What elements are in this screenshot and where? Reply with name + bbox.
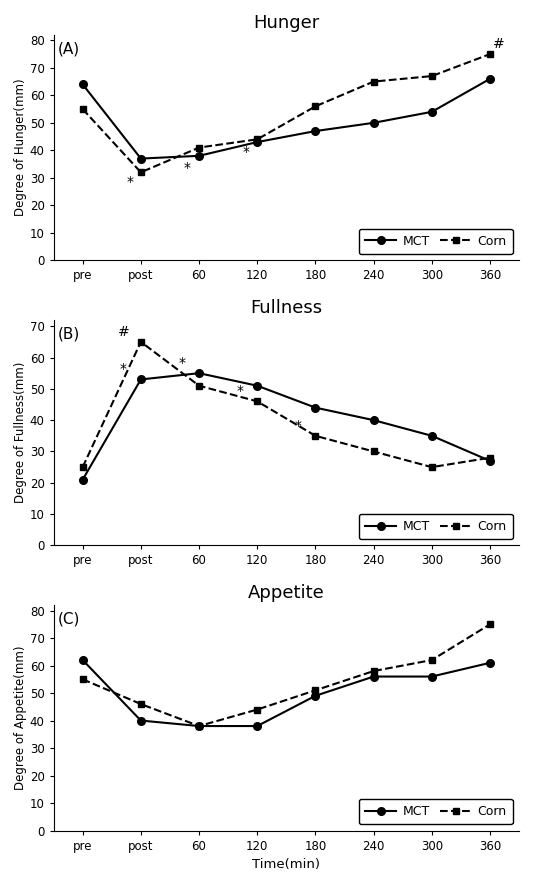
Corn bbox=[196, 720, 202, 731]
MCT bbox=[79, 655, 86, 666]
MCT bbox=[370, 118, 377, 128]
MCT bbox=[487, 658, 493, 668]
Title: Hunger: Hunger bbox=[253, 14, 319, 32]
Text: *: * bbox=[242, 144, 249, 158]
MCT bbox=[370, 671, 377, 681]
Y-axis label: Degree of Fullness(mm): Degree of Fullness(mm) bbox=[14, 362, 27, 504]
MCT bbox=[196, 150, 202, 161]
Line: MCT: MCT bbox=[79, 369, 494, 483]
Line: Corn: Corn bbox=[79, 338, 494, 471]
Corn bbox=[487, 452, 493, 463]
Y-axis label: Degree of Appetite(mm): Degree of Appetite(mm) bbox=[14, 645, 27, 790]
Corn bbox=[370, 666, 377, 676]
Corn bbox=[254, 704, 261, 715]
MCT bbox=[138, 374, 144, 385]
MCT bbox=[312, 126, 319, 136]
Text: *: * bbox=[178, 356, 185, 370]
MCT bbox=[138, 715, 144, 726]
Text: (A): (A) bbox=[58, 42, 80, 57]
Corn bbox=[138, 167, 144, 178]
Corn bbox=[429, 462, 435, 473]
Corn bbox=[196, 381, 202, 391]
Corn bbox=[79, 674, 86, 685]
Legend: MCT, Corn: MCT, Corn bbox=[359, 228, 513, 254]
MCT bbox=[196, 720, 202, 731]
Line: Corn: Corn bbox=[79, 621, 494, 729]
X-axis label: Time(min): Time(min) bbox=[252, 858, 320, 871]
Corn bbox=[487, 49, 493, 59]
MCT bbox=[487, 73, 493, 84]
Corn bbox=[429, 655, 435, 666]
Corn bbox=[196, 142, 202, 153]
MCT bbox=[254, 137, 261, 148]
Corn bbox=[254, 134, 261, 144]
MCT bbox=[429, 671, 435, 681]
MCT bbox=[79, 79, 86, 89]
MCT bbox=[79, 474, 86, 485]
MCT bbox=[370, 415, 377, 426]
Title: Appetite: Appetite bbox=[248, 584, 325, 602]
Line: MCT: MCT bbox=[79, 657, 494, 730]
Corn bbox=[79, 462, 86, 473]
Line: Corn: Corn bbox=[79, 50, 494, 176]
Corn bbox=[429, 71, 435, 81]
MCT bbox=[312, 403, 319, 413]
Corn bbox=[312, 101, 319, 112]
Corn bbox=[370, 76, 377, 87]
Text: (C): (C) bbox=[58, 612, 80, 627]
Corn bbox=[312, 685, 319, 696]
Corn bbox=[138, 336, 144, 347]
MCT bbox=[254, 381, 261, 391]
Corn bbox=[79, 104, 86, 114]
Text: *: * bbox=[294, 419, 302, 433]
MCT bbox=[138, 153, 144, 164]
MCT bbox=[429, 430, 435, 441]
MCT bbox=[429, 106, 435, 117]
Legend: MCT, Corn: MCT, Corn bbox=[359, 799, 513, 824]
Line: MCT: MCT bbox=[79, 75, 494, 162]
Text: *: * bbox=[236, 384, 243, 398]
Text: *: * bbox=[184, 161, 191, 175]
MCT bbox=[487, 456, 493, 466]
MCT bbox=[254, 720, 261, 731]
Corn bbox=[487, 619, 493, 629]
Corn bbox=[254, 396, 261, 407]
MCT bbox=[312, 690, 319, 701]
Text: (B): (B) bbox=[58, 327, 80, 342]
Title: Fullness: Fullness bbox=[251, 299, 322, 317]
Text: *: * bbox=[120, 362, 127, 376]
Text: *: * bbox=[127, 175, 134, 189]
Corn bbox=[138, 699, 144, 710]
Legend: MCT, Corn: MCT, Corn bbox=[359, 513, 513, 539]
Corn bbox=[370, 446, 377, 457]
Text: #: # bbox=[493, 37, 505, 51]
MCT bbox=[196, 368, 202, 379]
Corn bbox=[312, 430, 319, 441]
Y-axis label: Degree of Hunger(mm): Degree of Hunger(mm) bbox=[14, 79, 27, 216]
Text: #: # bbox=[117, 325, 130, 339]
